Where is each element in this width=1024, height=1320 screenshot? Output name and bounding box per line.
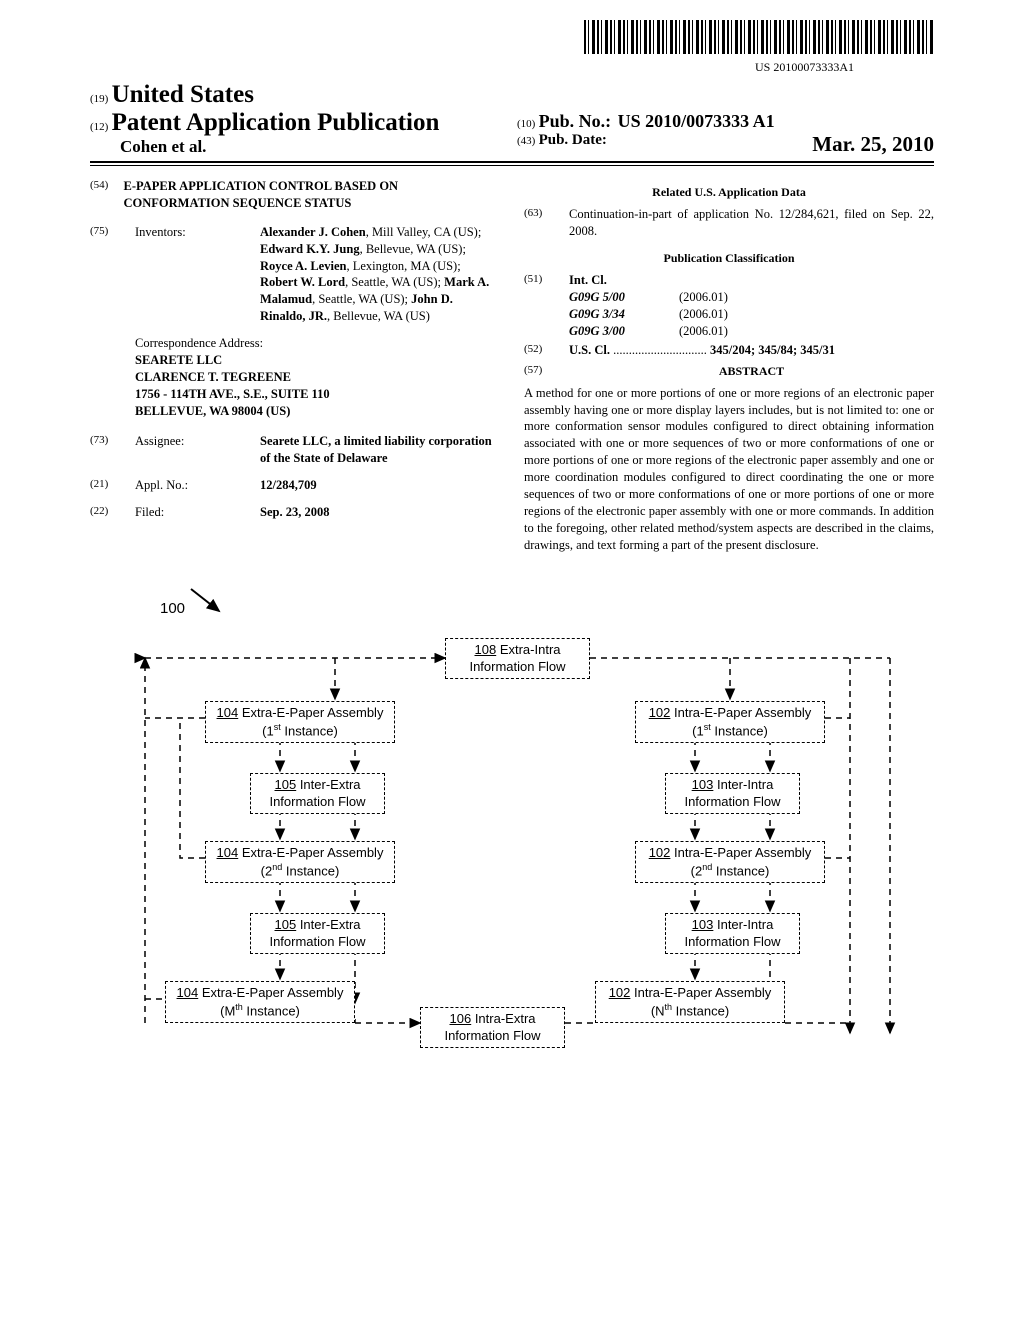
- inventors-label: Inventors:: [135, 224, 260, 325]
- field-num-63: (63): [524, 206, 569, 240]
- left-column: (54) E-PAPER APPLICATION CONTROL BASED O…: [90, 178, 500, 553]
- intcl-ver: (2006.01): [679, 306, 728, 323]
- pub-date-label: Pub. Date:: [539, 132, 607, 148]
- field-num-19: (19): [90, 93, 108, 105]
- appl-no: 12/284,709: [260, 478, 317, 492]
- diagram-box-b104a: 104 Extra-E-Paper Assembly(1st Instance): [205, 701, 395, 743]
- appl-label: Appl. No.:: [135, 477, 260, 494]
- abstract-text: A method for one or more portions of one…: [524, 385, 934, 554]
- inventors-value: Alexander J. Cohen, Mill Valley, CA (US)…: [260, 224, 500, 325]
- diagram-box-b104b: 104 Extra-E-Paper Assembly(2nd Instance): [205, 841, 395, 883]
- related-head: Related U.S. Application Data: [524, 184, 934, 200]
- intcl-class: G09G 3/34: [569, 306, 679, 323]
- field-num-51: (51): [524, 272, 569, 340]
- publication-type: Patent Application Publication: [112, 109, 440, 136]
- diagram-box-b105a: 105 Inter-Extra Information Flow: [250, 773, 385, 814]
- country: United States: [112, 81, 254, 108]
- diagram-box-b104c: 104 Extra-E-Paper Assembly(Mth Instance): [165, 981, 355, 1023]
- intcl-label: Int. Cl.: [569, 273, 607, 287]
- assignee-value: Searete LLC, a limited liability corpora…: [260, 434, 492, 465]
- authors-line: Cohen et al.: [120, 137, 206, 156]
- intcl-class: G09G 5/00: [569, 289, 679, 306]
- field-num-21: (21): [90, 477, 135, 494]
- field-num-12: (12): [90, 121, 108, 133]
- barcode-graphic: [584, 20, 934, 54]
- diagram-box-b105b: 105 Inter-Extra Information Flow: [250, 913, 385, 954]
- divider-thin: [90, 165, 934, 166]
- intcl-class: G09G 3/00: [569, 323, 679, 340]
- right-column: Related U.S. Application Data (63) Conti…: [524, 178, 934, 553]
- abstract-head: ABSTRACT: [569, 363, 934, 379]
- barcode-area: [90, 20, 934, 58]
- field-num-57: (57): [524, 363, 569, 385]
- filed-label: Filed:: [135, 504, 260, 521]
- intcl-ver: (2006.01): [679, 323, 728, 340]
- diagram-box-b102a: 102 Intra-E-Paper Assembly(1st Instance): [635, 701, 825, 743]
- divider-thick: [90, 161, 934, 163]
- biblio-columns: (54) E-PAPER APPLICATION CONTROL BASED O…: [90, 178, 934, 553]
- field-num-54: (54): [90, 178, 124, 212]
- corr-line4: BELLEVUE, WA 98004 (US): [135, 404, 290, 418]
- pub-date: Mar. 25, 2010: [812, 132, 934, 157]
- diagram-box-b106: 106 Intra-Extra Information Flow: [420, 1007, 565, 1048]
- diagram-box-b108: 108 Extra-Intra Information Flow: [445, 638, 590, 679]
- uscl-label: U.S. Cl.: [569, 343, 610, 357]
- figure-diagram: 100 108 Extra-Intra Information Flow104 …: [90, 583, 934, 1053]
- diagram-box-b103a: 103 Inter-Intra Information Flow: [665, 773, 800, 814]
- field-num-22: (22): [90, 504, 135, 521]
- corr-line1: SEARETE LLC: [135, 353, 222, 367]
- pub-no-label: Pub. No.:: [539, 111, 612, 131]
- diagram-box-b103b: 103 Inter-Intra Information Flow: [665, 913, 800, 954]
- field-num-75: (75): [90, 224, 135, 325]
- assignee-label: Assignee:: [135, 433, 260, 467]
- intcl-list: G09G 5/00(2006.01)G09G 3/34(2006.01)G09G…: [569, 289, 934, 340]
- field-num-43: (43): [517, 135, 535, 147]
- pubclass-head: Publication Classification: [524, 250, 934, 266]
- field-num-52: (52): [524, 342, 569, 359]
- filed-date: Sep. 23, 2008: [260, 505, 329, 519]
- diagram-box-b102b: 102 Intra-E-Paper Assembly(2nd Instance): [635, 841, 825, 883]
- corr-line2: CLARENCE T. TEGREENE: [135, 370, 291, 384]
- field-num-10: (10): [517, 118, 535, 130]
- diagram-box-b102c: 102 Intra-E-Paper Assembly(Nth Instance): [595, 981, 785, 1023]
- field-num-73: (73): [90, 433, 135, 467]
- corr-label: Correspondence Address:: [135, 335, 500, 352]
- corr-line3: 1756 - 114TH AVE., S.E., SUITE 110: [135, 387, 330, 401]
- barcode-id: US 20100073333A1: [90, 60, 934, 75]
- uscl-value: 345/204; 345/84; 345/31: [710, 343, 835, 357]
- pub-no: US 2010/0073333 A1: [618, 111, 775, 131]
- related-text: Continuation-in-part of application No. …: [569, 206, 934, 240]
- invention-title: E-PAPER APPLICATION CONTROL BASED ON CON…: [124, 178, 500, 212]
- uscl-dots: ..............................: [613, 343, 707, 357]
- correspondence-block: Correspondence Address: SEARETE LLC CLAR…: [135, 335, 500, 419]
- intcl-ver: (2006.01): [679, 289, 728, 306]
- header-row: (19) United States (12) Patent Applicati…: [90, 81, 934, 157]
